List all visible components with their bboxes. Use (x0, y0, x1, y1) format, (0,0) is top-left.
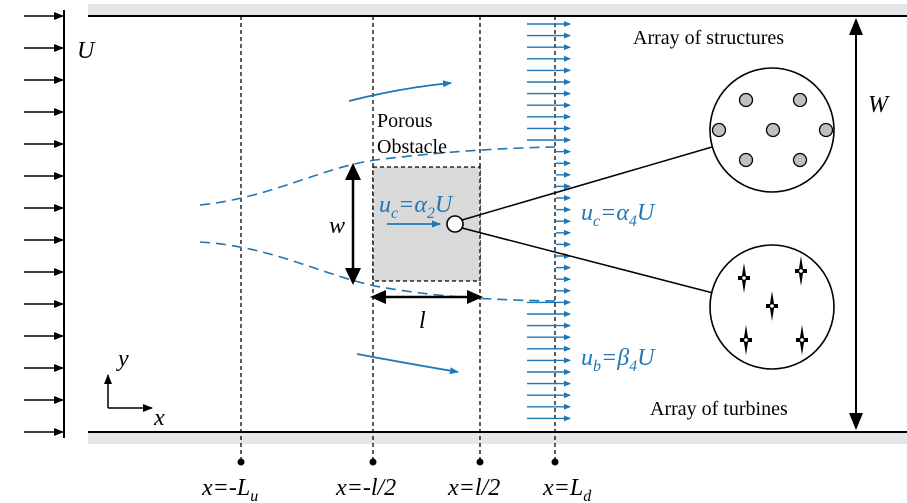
station-label-obstacle-front: x=-l/2 (335, 475, 396, 501)
top-wall-shade (88, 4, 907, 16)
station-label-upstream: x=-Lu (201, 475, 258, 503)
station-lines (240, 16, 556, 462)
structure-marker (711, 122, 727, 138)
W-arrow-bottom (849, 413, 863, 430)
turbine-marker (738, 263, 750, 293)
turbines-label: Array of turbines (650, 398, 788, 420)
inflow-label: U (77, 38, 96, 64)
station-label-obstacle-back: x=l/2 (447, 475, 500, 501)
structure-markers (711, 92, 834, 168)
W-arrow-top (849, 18, 863, 35)
w-label: w (329, 213, 345, 239)
structure-marker (792, 152, 808, 168)
station-dot-obstacle-back (476, 458, 484, 466)
l-arrow-left (370, 290, 386, 304)
structures-label: Array of structures (633, 27, 784, 49)
streamline-lower (199, 241, 556, 302)
bottom-wall-shade (88, 432, 907, 444)
streamline-upper (199, 146, 556, 206)
w-arrow-bottom (345, 268, 361, 285)
w-arrow-top (345, 163, 361, 180)
turbine-marker (795, 256, 807, 286)
station-dots (237, 458, 559, 466)
structure-marker (792, 92, 808, 108)
l-label: l (419, 308, 426, 334)
structure-marker (818, 122, 834, 138)
W-label: W (868, 92, 890, 118)
core-out-velocity-label: uc=α4U (581, 200, 656, 230)
station-dot-upstream (237, 458, 245, 466)
bypass-velocity-label: ub=β4U (581, 345, 656, 375)
zoom-point (446, 215, 464, 233)
inflow-arrows (24, 12, 64, 436)
streamlines (199, 146, 556, 302)
turbine-markers (738, 256, 808, 355)
flow-arrows (348, 80, 459, 375)
zoom-line-upper (461, 146, 713, 221)
zoom-lines (461, 146, 714, 294)
porous-label-line2: Obstacle (377, 136, 447, 158)
l-arrow-right (467, 290, 483, 304)
core-velocity-label: uc=α2U (379, 192, 454, 222)
porous-label-line1: Porous (377, 110, 433, 132)
bypass-upper-arrow (348, 80, 452, 102)
zoom-line-lower (461, 227, 714, 294)
downstream-arrows (527, 21, 571, 422)
structure-marker (738, 152, 754, 168)
turbine-marker (766, 291, 778, 321)
station-label-downstream: x=Ld (542, 475, 592, 503)
station-dot-downstream (551, 458, 559, 466)
structure-marker (765, 122, 781, 138)
y-axis-label: y (116, 346, 129, 372)
bypass-lower-arrow (356, 353, 459, 375)
x-axis-label: x (153, 405, 165, 431)
station-dot-obstacle-front (369, 458, 377, 466)
turbine-marker (740, 325, 752, 355)
structure-marker (738, 92, 754, 108)
turbine-marker (796, 325, 808, 355)
